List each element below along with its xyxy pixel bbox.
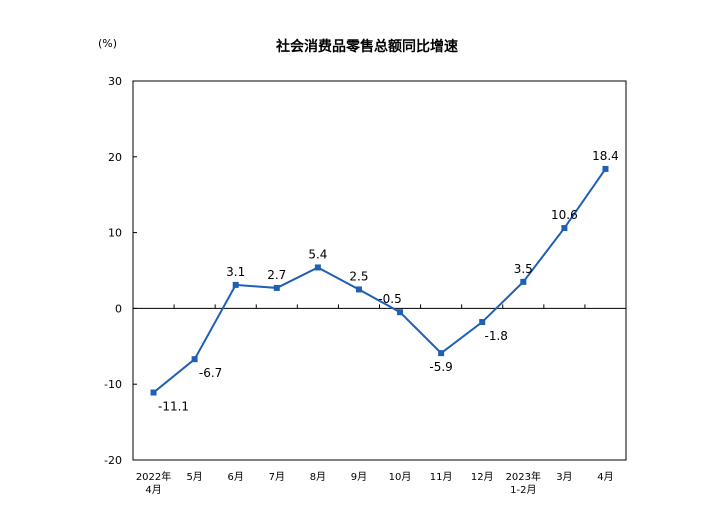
axes (132, 80, 627, 461)
data-label: 3.1 (226, 265, 245, 279)
x-tick-label: 12月 (471, 471, 494, 483)
data-label: -6.7 (199, 366, 222, 380)
x-tick-label: 2022年 4月 (136, 470, 171, 496)
data-point (561, 225, 568, 232)
x-tick-label: 8月 (310, 471, 326, 483)
x-tick-label: 5月 (186, 471, 202, 483)
y-tick-label: 0 (115, 302, 122, 315)
series-polyline (152, 168, 607, 394)
x-tick-label: 4月 (597, 471, 613, 483)
data-point (314, 264, 321, 271)
data-label: -1.8 (484, 329, 507, 343)
data-point (520, 278, 527, 285)
data-point (438, 350, 445, 357)
y-tick-label: 10 (108, 227, 122, 240)
x-tick-label: 6月 (228, 471, 244, 483)
data-point (150, 389, 157, 396)
y-unit-label: (%) (98, 37, 117, 50)
data-point (273, 284, 280, 291)
data-point (397, 309, 404, 316)
x-tick-label: 9月 (351, 471, 367, 483)
data-labels: -11.1 -6.7 3.1 2.7 5.4 2.5 -0.5 -5.9 -1.8 3.5 10.6… (158, 149, 619, 414)
x-tick-label: 11月 (430, 471, 453, 483)
x-tick-label: 7月 (269, 471, 285, 483)
data-points (150, 165, 609, 396)
data-label: 5.4 (308, 247, 327, 261)
data-label: -0.5 (378, 292, 401, 306)
data-point (232, 281, 239, 288)
chart-title: 社会消费品零售总额同比增速 (275, 38, 458, 55)
series-line (152, 168, 607, 394)
data-point (191, 356, 198, 363)
data-point (602, 165, 609, 172)
data-point (479, 319, 486, 326)
data-label: 3.5 (514, 262, 533, 276)
data-label: -5.9 (429, 360, 452, 374)
x-tick-label: 2023年 1-2月 (506, 470, 541, 496)
x-tick-labels: 2022年 4月 5月 6月 7月 8月 9月 10月 11月 12月 2023年 1-2月 3月 4月 (136, 470, 614, 496)
y-tick-label: 20 (108, 151, 122, 164)
y-tick-label: 30 (108, 75, 122, 88)
y-tick-label: -10 (104, 378, 122, 391)
data-label: 2.5 (349, 269, 368, 283)
x-tick-label: 3月 (556, 471, 572, 483)
plot-frame (132, 80, 627, 461)
data-point (355, 286, 362, 293)
data-label: 10.6 (551, 208, 578, 222)
data-label: 2.7 (267, 268, 286, 282)
y-tick-labels: 30 20 10 0 -10 -20 (104, 75, 122, 467)
x-tick-label: 10月 (389, 471, 412, 483)
y-tick-label: -20 (104, 454, 122, 467)
data-label: -11.1 (158, 400, 189, 414)
data-label: 18.4 (592, 149, 619, 163)
